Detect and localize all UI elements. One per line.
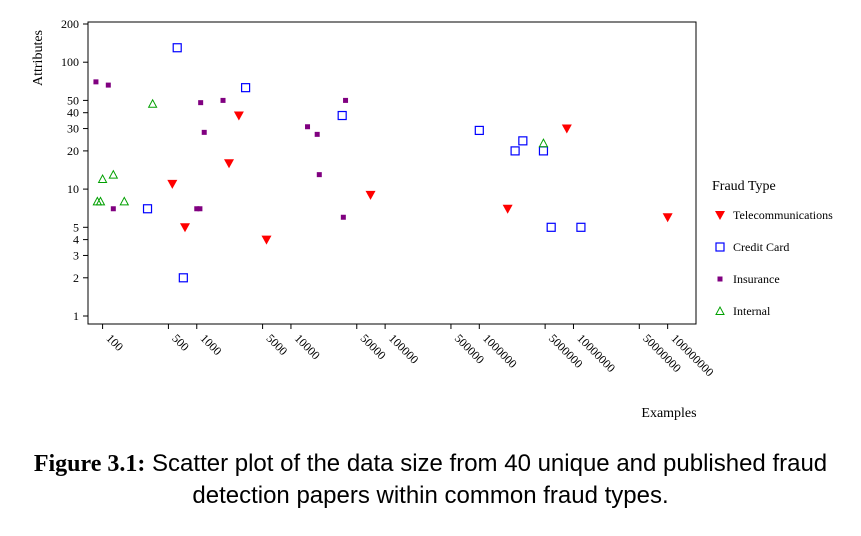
insurance-point — [340, 214, 346, 220]
legend-label: Telecommunications — [733, 208, 833, 222]
telecommunications-point — [662, 213, 673, 223]
insurance-point — [105, 82, 111, 88]
y-tick-label: 200 — [61, 17, 79, 31]
figure-caption-text: Scatter plot of the data size from 40 un… — [145, 450, 828, 509]
telecommunications-point — [561, 124, 572, 134]
insurance-point — [343, 97, 349, 103]
telecommunications-point — [502, 204, 513, 214]
credit-card-point — [576, 222, 586, 232]
telecommunications-point — [261, 235, 272, 245]
y-tick-label: 40 — [67, 106, 79, 120]
insurance-point — [194, 206, 200, 212]
credit-card-point — [474, 125, 484, 136]
telecommunications-point — [179, 223, 190, 233]
insurance-point — [305, 124, 311, 130]
x-tick-label: 50000 — [358, 331, 389, 362]
y-tick-label: 10 — [67, 182, 79, 196]
figure-caption: Figure 3.1: Scatter plot of the data siz… — [0, 448, 861, 512]
y-tick-label: 4 — [73, 233, 79, 247]
internal-point — [119, 196, 130, 206]
y-tick-label: 1 — [73, 309, 79, 323]
credit-card-point — [510, 146, 520, 156]
credit-card-point — [518, 136, 528, 146]
x-tick-label: 1000000 — [480, 331, 520, 371]
x-tick-label: 1000 — [198, 331, 225, 358]
telecommunications-point — [365, 190, 376, 200]
telecommunications-point — [233, 111, 244, 121]
insurance-point — [197, 206, 203, 212]
internal-point — [147, 98, 158, 108]
internal-point — [538, 138, 549, 148]
credit-card-point — [337, 110, 347, 121]
y-axis-label: Attributes — [31, 30, 46, 86]
figure-caption-label: Figure 3.1: — [33, 451, 146, 477]
x-tick-label: 100 — [103, 331, 126, 354]
y-tick-label: 20 — [67, 144, 79, 158]
telecommunications-point — [715, 211, 725, 220]
insurance-point — [110, 206, 116, 212]
x-axis-label: Examples — [641, 406, 696, 421]
insurance-point — [201, 129, 207, 135]
credit-card-point — [178, 273, 188, 283]
insurance-point — [316, 172, 322, 178]
legend-title: Fraud Type — [712, 179, 776, 194]
internal-point — [97, 173, 108, 184]
x-tick-label: 5000 — [263, 331, 290, 358]
internal-point — [108, 169, 119, 179]
y-tick-label: 2 — [73, 271, 79, 285]
legend: Telecommunications Credit Card Insurance In… — [715, 208, 833, 318]
insurance-point — [93, 79, 99, 85]
credit-card-point — [240, 83, 251, 93]
credit-card-point — [538, 146, 549, 156]
legend-label: Insurance — [733, 272, 780, 286]
x-tick-label: 10000000 — [574, 331, 618, 375]
x-tick-label: 100000 — [386, 331, 421, 366]
telecommunications-point — [167, 179, 178, 189]
insurance-point — [717, 276, 723, 282]
internal-point — [95, 196, 106, 206]
insurance-point — [198, 100, 204, 106]
plot-frame — [87, 21, 697, 325]
y-tick-label: 5 — [73, 220, 79, 234]
data-points — [92, 43, 673, 283]
credit-card-point — [715, 242, 725, 252]
insurance-point — [314, 131, 320, 137]
y-tick-label: 100 — [61, 55, 79, 69]
x-tick-label: 10000 — [292, 331, 323, 362]
y-tick-label: 50 — [67, 93, 79, 107]
telecommunications-point — [224, 159, 235, 169]
insurance-point — [220, 97, 226, 103]
credit-card-point — [142, 204, 153, 214]
legend-label: Internal — [733, 304, 771, 318]
credit-card-point — [172, 43, 182, 53]
y-tick-label: 3 — [73, 248, 79, 262]
y-tick-label: 30 — [67, 122, 79, 136]
legend-label: Credit Card — [733, 240, 789, 254]
x-tick-label: 500 — [169, 331, 192, 354]
credit-card-point — [546, 222, 556, 232]
x-tick-label: 500000 — [452, 331, 487, 366]
internal-point — [715, 305, 725, 315]
